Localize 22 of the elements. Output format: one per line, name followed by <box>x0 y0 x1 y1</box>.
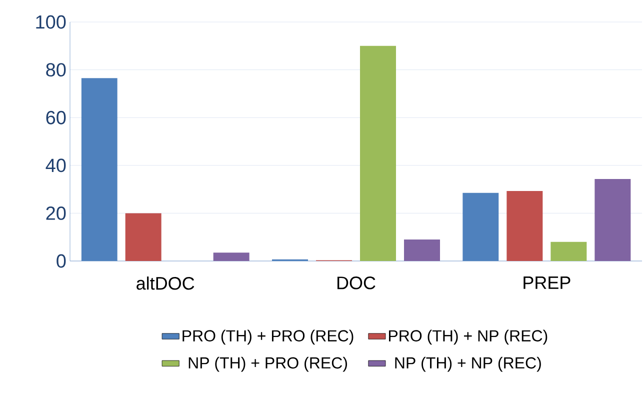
bar <box>125 213 162 261</box>
bar <box>594 179 631 261</box>
bar <box>404 239 440 261</box>
bar <box>506 190 543 261</box>
y-tick-label: 80 <box>46 63 66 77</box>
bar <box>550 242 587 261</box>
y-tick-label: 60 <box>46 110 66 124</box>
bar <box>81 78 118 261</box>
y-tick-label: 40 <box>46 158 66 172</box>
y-tick-label: 0 <box>56 254 66 268</box>
bar <box>462 192 499 261</box>
x-tick-label: DOC <box>337 276 376 290</box>
y-tick-label: 20 <box>46 206 66 220</box>
y-tick-label: 100 <box>36 15 66 29</box>
x-tick-label: altDOC <box>136 276 194 290</box>
legend-label: NP (TH) + NP (REC) <box>395 356 541 372</box>
bar <box>213 252 250 261</box>
legend-label: PRO (TH) + PRO (REC) <box>182 330 354 345</box>
legend-label: PRO (TH) + NP (REC) <box>389 330 548 345</box>
x-tick-label: PREP <box>524 276 570 289</box>
bar <box>360 46 396 261</box>
legend-label: NP (TH) + PRO (REC) <box>188 356 347 372</box>
